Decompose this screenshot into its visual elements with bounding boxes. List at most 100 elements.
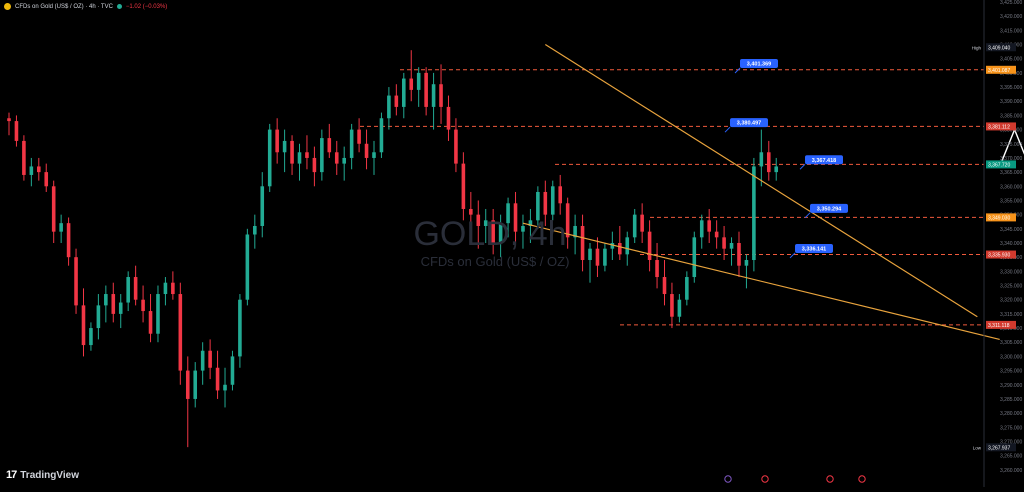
candle-body (290, 140, 294, 164)
candle-body (550, 186, 555, 215)
candle-body (595, 248, 600, 266)
candle-body (543, 191, 548, 215)
y-tick-label: 3,330.000 (1000, 269, 1022, 275)
candle-body (178, 294, 183, 371)
price-callout-box (740, 59, 778, 69)
candle-body (267, 129, 272, 187)
price-tag-box (986, 43, 1016, 52)
candle-body (632, 214, 637, 238)
candle-body (439, 84, 443, 107)
candle-body (118, 302, 123, 314)
candle-body (513, 203, 518, 232)
candle-body (558, 186, 563, 204)
wedge-trendline (544, 44, 978, 318)
candle-body (342, 157, 346, 164)
candle-body (752, 166, 756, 261)
candle-body (372, 152, 376, 158)
candle-body (349, 129, 354, 158)
price-callout-label: 3,336.141 (802, 246, 826, 252)
candle-body (185, 370, 190, 399)
candle-body (603, 248, 607, 266)
y-tick-label: 3,390.000 (1000, 99, 1022, 105)
candle-body (193, 370, 198, 399)
candle-body (498, 223, 503, 243)
candle-body (223, 384, 227, 391)
y-tick-label: 3,420.000 (1000, 14, 1022, 20)
y-tick-label: 3,370.000 (1000, 156, 1022, 162)
price-callout-box (795, 243, 833, 253)
chart-header: CFDs on Gold (US$ / OZ) · 4h · TVC −1.02… (4, 3, 167, 10)
candle-body (461, 163, 466, 209)
y-tick-label: 3,380.000 (1000, 128, 1022, 134)
candle-body (7, 118, 11, 122)
y-tick-label: 3,310.000 (1000, 326, 1022, 332)
wedge-trendline (522, 222, 1000, 340)
price-tag-box (986, 250, 1016, 259)
candle-body (521, 225, 525, 232)
price-callout-box (730, 118, 768, 128)
candle-body (491, 220, 495, 243)
candle-body (66, 223, 71, 258)
candle-body (394, 95, 399, 107)
y-tick-label: 3,275.000 (1000, 425, 1022, 431)
candle-body (133, 277, 138, 300)
y-tick-label: 3,375.000 (1000, 142, 1022, 148)
y-tick-label: 3,415.000 (1000, 28, 1022, 34)
y-tick-label: 3,320.000 (1000, 298, 1022, 304)
candle-body (126, 277, 130, 303)
candle-body (253, 225, 257, 235)
candle-body (163, 282, 168, 295)
candle-body (44, 172, 49, 187)
candle-body (431, 84, 436, 107)
y-tick-label: 3,280.000 (1000, 411, 1022, 417)
candle-body (387, 95, 391, 119)
candle-body (588, 248, 592, 261)
candle-body (260, 186, 265, 226)
price-tag-box (986, 65, 1016, 74)
candle-body (528, 220, 533, 226)
y-tick-label: 3,365.000 (1000, 170, 1022, 176)
candle-body (655, 260, 659, 278)
y-tick-label: 3,345.000 (1000, 227, 1022, 233)
y-tick-label: 3,340.000 (1000, 241, 1022, 247)
price-tag-value: 3,401.087 (988, 68, 1010, 74)
price-tag-label: High (972, 45, 982, 50)
candle-body (647, 231, 652, 261)
candle-body (282, 140, 287, 153)
candle-body (320, 138, 324, 173)
candle-body (96, 305, 101, 329)
candle-body (640, 214, 644, 232)
candle-body (81, 305, 86, 346)
candle-body (662, 277, 667, 295)
y-tick-label: 3,315.000 (1000, 312, 1022, 318)
candle-body (677, 299, 682, 317)
tradingview-logo[interactable]: 17 TradingView (6, 469, 79, 481)
y-tick-label: 3,300.000 (1000, 354, 1022, 360)
candle-body (416, 72, 421, 90)
candle-body (89, 328, 93, 346)
candle-body (714, 231, 719, 238)
price-tag-label: Low (973, 445, 982, 450)
candle-body (74, 257, 78, 306)
candle-body (312, 157, 317, 173)
y-tick-label: 3,270.000 (1000, 439, 1022, 445)
candle-body (670, 294, 674, 317)
candle-body (573, 225, 577, 238)
price-change: −1.02 (−0.03%) (125, 3, 168, 10)
candle-body (156, 294, 160, 334)
candle-body (446, 106, 451, 130)
price-tag-value: 3,349.030 (988, 215, 1010, 221)
candle-body (245, 234, 250, 300)
candle-body (401, 78, 406, 107)
y-tick-label: 3,385.000 (1000, 113, 1022, 119)
candle-body (334, 152, 339, 164)
y-tick-label: 3,295.000 (1000, 369, 1022, 375)
candle-body (454, 129, 458, 164)
symbol-title[interactable]: CFDs on Gold (US$ / OZ) · 4h · TVC (15, 3, 113, 10)
price-callout-pointer (789, 252, 796, 259)
y-tick-label: 3,265.000 (1000, 454, 1022, 460)
candle-body (610, 243, 615, 249)
candle-body (208, 350, 212, 368)
economic-event-icon (724, 475, 732, 483)
